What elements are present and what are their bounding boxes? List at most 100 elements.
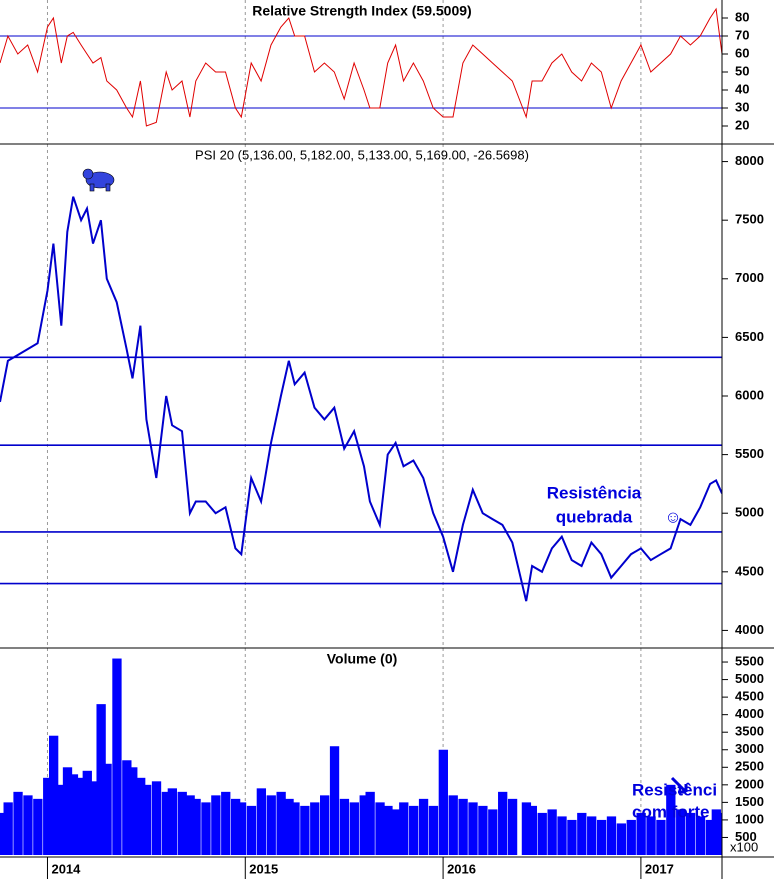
volume-bar bbox=[676, 809, 686, 855]
volume-bar bbox=[221, 791, 231, 855]
volume-bar bbox=[587, 816, 597, 855]
y-tick-label: 3500 bbox=[735, 724, 764, 739]
annotation: Resistênci bbox=[632, 780, 717, 799]
volume-bar bbox=[409, 805, 419, 855]
volume-bar bbox=[112, 658, 122, 855]
volume-bar bbox=[201, 802, 211, 855]
y-tick-label: 80 bbox=[735, 9, 749, 24]
series-line bbox=[0, 196, 722, 602]
y-tick-label: 8000 bbox=[735, 153, 764, 168]
volume-bar bbox=[626, 819, 636, 855]
volume-bar bbox=[666, 784, 676, 855]
volume-bar bbox=[49, 735, 59, 855]
y-tick-label: 30 bbox=[735, 99, 749, 114]
y-tick-label: 5000 bbox=[735, 505, 764, 520]
y-tick-label: 6500 bbox=[735, 329, 764, 344]
volume-bar bbox=[284, 798, 294, 855]
y-tick-label: 6000 bbox=[735, 387, 764, 402]
y-tick-label: 5500 bbox=[735, 653, 764, 668]
volume-bar bbox=[13, 791, 23, 855]
volume-bar bbox=[391, 809, 401, 855]
y-tick-label: 3000 bbox=[735, 741, 764, 756]
volume-bar bbox=[128, 767, 138, 855]
y-tick-label: 7500 bbox=[735, 212, 764, 227]
volume-bar bbox=[557, 816, 567, 855]
volume-bar bbox=[177, 791, 187, 855]
volume-bar bbox=[236, 802, 247, 855]
volume-bar bbox=[136, 777, 146, 855]
volume-bar bbox=[349, 802, 359, 855]
volume-bar bbox=[359, 795, 369, 855]
volume-bar bbox=[266, 795, 276, 855]
panel-title: Volume (0) bbox=[327, 651, 398, 667]
y-tick-label: 4000 bbox=[735, 706, 764, 721]
volume-bar bbox=[458, 798, 468, 855]
y-tick-label: 40 bbox=[735, 81, 749, 96]
y-tick-label: 70 bbox=[735, 27, 749, 42]
volume-bar bbox=[122, 760, 132, 855]
y-tick-label: 4500 bbox=[735, 689, 764, 704]
y-tick-label: 4500 bbox=[735, 563, 764, 578]
panel-title: PSI 20 (5,136.00, 5,182.00, 5,133.00, 5,… bbox=[195, 147, 529, 162]
volume-bar bbox=[151, 781, 162, 855]
volume-bar bbox=[43, 777, 53, 855]
annotation: Resistência bbox=[547, 483, 642, 502]
y-tick-label: 20 bbox=[735, 117, 749, 132]
annotation: quebrada bbox=[556, 507, 633, 526]
x-tick-label: 2016 bbox=[447, 861, 476, 876]
y-tick-label: 5000 bbox=[735, 671, 764, 686]
volume-bar bbox=[636, 812, 646, 855]
volume-bar bbox=[521, 802, 532, 855]
volume-bar bbox=[33, 798, 43, 855]
volume-bar bbox=[656, 819, 666, 855]
x-tick-label: 2014 bbox=[51, 861, 81, 876]
volume-bar bbox=[246, 805, 257, 855]
volume-bar bbox=[290, 802, 300, 855]
volume-bar bbox=[418, 798, 429, 855]
y-tick-label: 60 bbox=[735, 45, 749, 60]
volume-bar bbox=[606, 816, 617, 855]
y-tick-label: 5500 bbox=[735, 446, 764, 461]
bear-icon bbox=[82, 168, 115, 192]
y-tick-label: 1500 bbox=[735, 794, 764, 809]
volume-bar bbox=[68, 774, 79, 855]
volume-bar bbox=[211, 795, 221, 855]
arrow bbox=[670, 776, 688, 794]
y-tick-label: 2000 bbox=[735, 776, 764, 791]
volume-bar bbox=[230, 798, 241, 855]
volume-bar bbox=[329, 746, 340, 855]
volume-bar bbox=[141, 784, 152, 855]
x-tick-label: 2015 bbox=[249, 861, 278, 876]
volume-bar bbox=[478, 805, 488, 855]
y-tick-label: 4000 bbox=[735, 622, 764, 637]
volume-bar bbox=[375, 802, 385, 855]
volume-bar bbox=[616, 823, 627, 855]
volume-bar bbox=[339, 798, 350, 855]
x-tick-label: 2017 bbox=[645, 861, 674, 876]
volume-bar bbox=[191, 798, 201, 855]
volume-bar bbox=[488, 809, 498, 855]
volume-bar bbox=[695, 816, 706, 855]
volume-bar bbox=[88, 781, 98, 855]
volume-bar bbox=[161, 791, 172, 855]
volume-bar bbox=[383, 805, 393, 855]
volume-bar bbox=[705, 819, 716, 855]
panel-title: Relative Strength Index (59.5009) bbox=[252, 3, 471, 19]
volume-bar bbox=[300, 805, 310, 855]
volume-bar bbox=[498, 791, 508, 855]
volume-bar bbox=[547, 809, 557, 855]
volume-bar bbox=[62, 767, 73, 855]
volume-bar bbox=[567, 819, 577, 855]
volume-bar bbox=[185, 795, 195, 855]
volume-bar bbox=[685, 812, 696, 855]
volume-bar bbox=[0, 812, 5, 855]
volume-bar bbox=[711, 809, 721, 855]
volume-bar bbox=[276, 791, 286, 855]
volume-bar bbox=[468, 802, 478, 855]
volume-bar bbox=[102, 763, 112, 855]
volume-bar bbox=[399, 802, 409, 855]
volume-bar bbox=[76, 777, 87, 855]
